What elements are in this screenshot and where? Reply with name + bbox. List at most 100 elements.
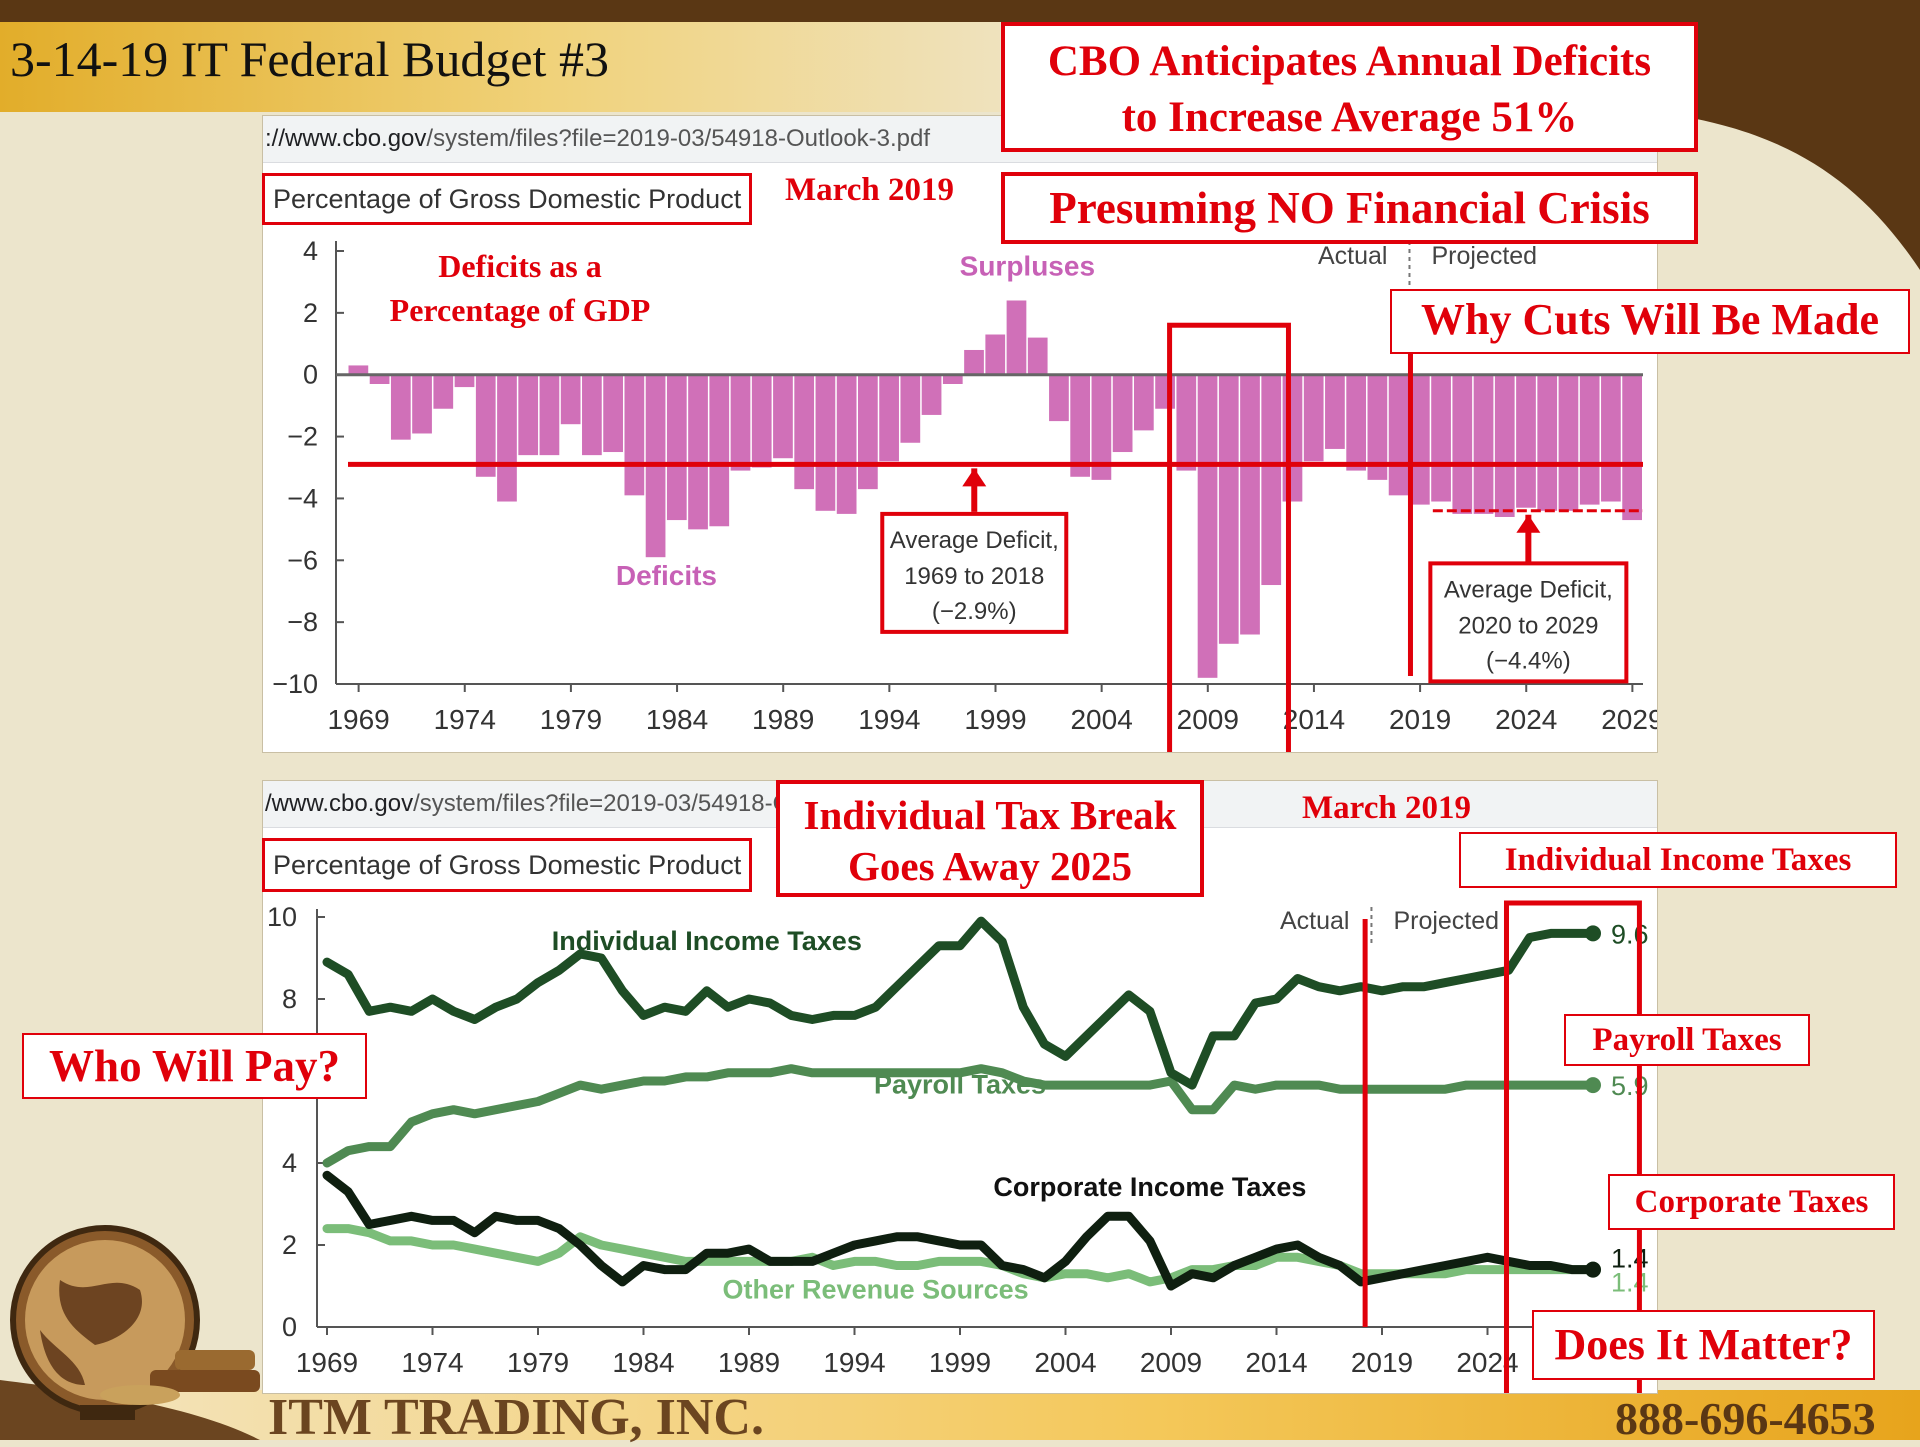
x-tick-label: 2019 — [1351, 1347, 1413, 1378]
deficit-bar — [751, 374, 772, 468]
y-tick-label: 10 — [267, 902, 297, 932]
does-it-matter-box: Does It Matter? — [1532, 1310, 1875, 1380]
deficit-bar — [1176, 374, 1197, 471]
deficit-bar — [497, 374, 517, 502]
projected-label: Projected — [1393, 907, 1499, 935]
deficit-bar — [1516, 374, 1536, 508]
x-tick-label: 1994 — [858, 704, 920, 735]
x-tick-label: 1989 — [718, 1347, 780, 1378]
y-tick-label: 2 — [303, 298, 318, 328]
deficit-bar — [921, 374, 942, 415]
deficit-bar — [1367, 374, 1388, 480]
surpluses-label: Surpluses — [960, 251, 1095, 282]
deficit-bar — [454, 374, 475, 388]
deficit-bar — [1070, 374, 1091, 477]
x-tick-label: 2014 — [1283, 704, 1345, 735]
deficit-bar — [603, 374, 623, 453]
x-tick-label: 2009 — [1140, 1347, 1202, 1378]
deficit-bar — [1452, 374, 1473, 514]
globe-icon — [10, 1225, 200, 1420]
y-tick-label: −10 — [272, 669, 318, 699]
deficit-bar — [666, 374, 687, 521]
x-tick-label: 2004 — [1034, 1347, 1096, 1378]
x-tick-label: 2024 — [1456, 1347, 1518, 1378]
deficit-bar — [582, 374, 602, 456]
corporate-label-box: Corporate Taxes — [1608, 1174, 1895, 1230]
avg1-arrow-head — [962, 468, 987, 487]
headline-box: CBO Anticipates Annual Deficits to Incre… — [1001, 22, 1698, 152]
series-line — [322, 1064, 1598, 1168]
deficit-bar — [773, 374, 793, 459]
deficit-bar — [1282, 374, 1303, 502]
actual-label: Actual — [1280, 907, 1349, 935]
deficit-bar — [730, 374, 751, 471]
subheadline-box: Presuming NO Financial Crisis — [1001, 172, 1698, 244]
deficit-bar — [985, 334, 1006, 375]
series-name-label: Other Revenue Sources — [723, 1274, 1029, 1304]
deficit-bar — [1409, 374, 1430, 505]
deficit-bar — [1601, 374, 1621, 502]
avg1-line1: Average Deficit, — [890, 527, 1059, 554]
deficit-bar — [539, 374, 560, 456]
deficit-bar — [1006, 300, 1027, 375]
y-tick-label: 2 — [282, 1230, 297, 1260]
deficit-bar — [964, 349, 984, 375]
x-tick-label: 2029 — [1601, 704, 1657, 735]
series-end-dot — [1585, 1261, 1601, 1278]
bottom-date-label: March 2019 — [1302, 790, 1471, 826]
slide-title: 3-14-19 IT Federal Budget #3 — [10, 31, 609, 87]
avg2-line1: Average Deficit, — [1444, 576, 1613, 603]
actual-label: Actual — [1318, 242, 1387, 270]
crisis-2009-box — [1167, 322, 1291, 752]
x-tick-label: 2014 — [1245, 1347, 1307, 1378]
x-tick-label: 1974 — [434, 704, 496, 735]
y-tick-label: 0 — [303, 360, 318, 390]
deficit-heading-line1: Deficits as a — [438, 248, 602, 284]
avg2-arrow-head — [1516, 514, 1541, 533]
deficit-bar — [1091, 374, 1112, 480]
deficit-bar — [1473, 374, 1494, 514]
deficit-bar — [942, 374, 963, 384]
x-tick-label: 1999 — [929, 1347, 991, 1378]
series-end-value: 9.6 — [1611, 919, 1649, 949]
x-tick-label: 1999 — [964, 704, 1026, 735]
payroll-label-box: Payroll Taxes — [1564, 1014, 1810, 1066]
deficit-bar — [1494, 374, 1515, 517]
y-tick-label: 4 — [303, 236, 318, 266]
x-tick-label: 1969 — [327, 704, 389, 735]
deficit-bar — [1133, 374, 1154, 431]
tax-break-box: Individual Tax Break Goes Away 2025 — [776, 780, 1204, 897]
avg1-line2: 1969 to 2018 — [904, 563, 1044, 590]
deficit-bar — [1622, 374, 1642, 521]
avg2-line2: 2020 to 2029 — [1458, 612, 1598, 639]
deficit-bar — [1431, 374, 1451, 502]
x-tick-label: 1979 — [540, 704, 602, 735]
x-tick-label: 2009 — [1177, 704, 1239, 735]
avg2-line3: (−4.4%) — [1486, 647, 1571, 674]
y-tick-label: 8 — [282, 984, 297, 1014]
y-tick-label: 0 — [282, 1312, 297, 1342]
y-tick-label: −8 — [287, 607, 318, 637]
deficits-label: Deficits — [616, 560, 717, 591]
why-cuts-box: Why Cuts Will Be Made — [1390, 289, 1910, 354]
deficit-bar — [1218, 374, 1239, 644]
y-tick-label: −4 — [287, 483, 318, 513]
deficit-bar — [1261, 374, 1282, 586]
deficit-bar-chart: 4 2 0 −2 −4 −6 −8 −10 1969 1974 1979 1984 1989 1994 19… — [272, 236, 1657, 752]
series-end-dot — [1585, 1077, 1601, 1094]
deficit-bar — [1112, 374, 1133, 453]
deficit-bar — [369, 374, 390, 384]
top-date-label: March 2019 — [785, 172, 954, 208]
deficit-bar — [1049, 374, 1069, 422]
headline-line2: to Increase Average 51% — [1121, 94, 1578, 141]
series-end-dot — [1585, 925, 1601, 942]
deficit-bar — [433, 374, 454, 409]
avg1-callout-box — [880, 511, 1069, 634]
avg2-callout-box — [1428, 561, 1629, 684]
tax-break-line1: Individual Tax Break — [803, 792, 1177, 838]
series-end-value: 1.4 — [1611, 1268, 1649, 1298]
x-tick-label: 2024 — [1495, 704, 1557, 735]
series-end-value: 5.9 — [1611, 1071, 1649, 1101]
x-tick-label: 2019 — [1389, 704, 1451, 735]
